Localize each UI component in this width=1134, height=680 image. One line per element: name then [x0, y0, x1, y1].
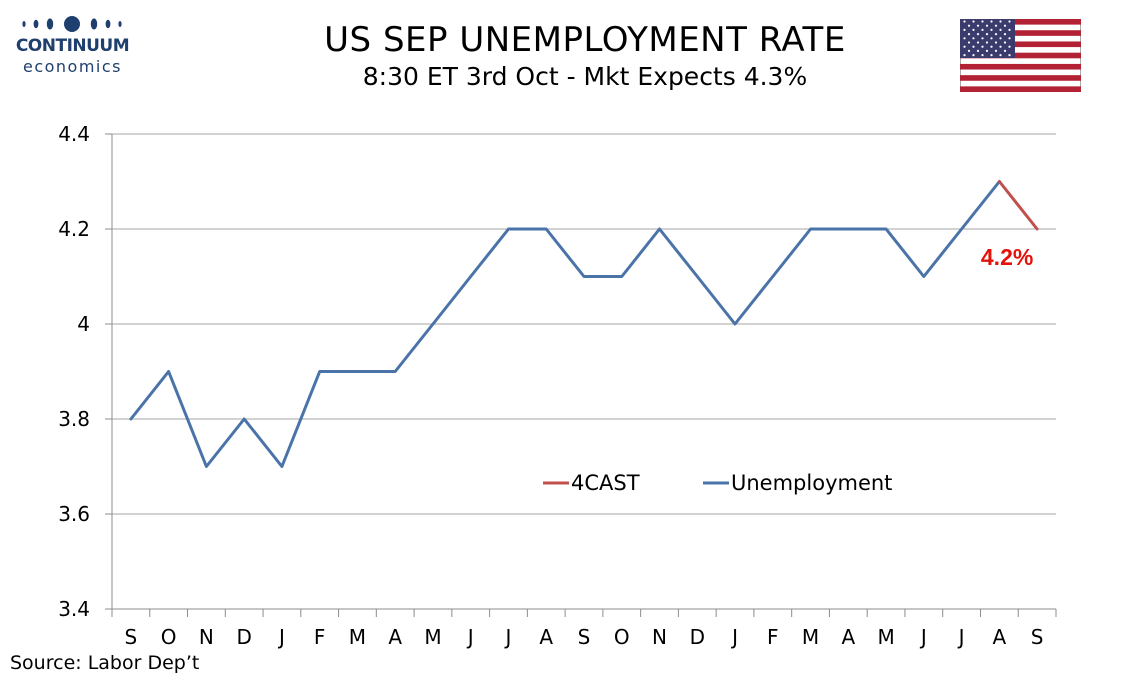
series-line-unemployment: [129, 180, 1001, 468]
x-tick-label: A: [388, 625, 402, 649]
x-tick-label: M: [877, 625, 894, 649]
x-tick-label: N: [652, 625, 667, 649]
x-tick-label: F: [767, 625, 779, 649]
x-tick-label: M: [802, 625, 819, 649]
legend-label-unemployment: Unemployment: [731, 471, 892, 495]
series-line-4cast: [997, 180, 1039, 231]
x-tick-label: S: [125, 625, 138, 649]
y-tick-label: 4: [77, 312, 90, 336]
logo-wordmark: CONTINUUM: [15, 36, 130, 56]
x-tick-label: M: [349, 625, 366, 649]
forecast-annotation: 4.2%: [981, 244, 1033, 270]
y-tick-label: 3.4: [58, 597, 90, 621]
source-note: Source: Labor Dep’t: [10, 652, 200, 674]
legend-label-4cast: 4CAST: [571, 471, 640, 495]
x-tick-label: D: [236, 625, 251, 649]
y-tick-label: 3.6: [58, 502, 90, 526]
chart-title: US SEP UNEMPLOYMENT RATE: [324, 20, 846, 60]
y-tick-label: 3.8: [58, 407, 90, 431]
y-tick-label: 4.4: [58, 122, 90, 146]
x-tick-label: J: [504, 625, 512, 649]
x-tick-label: J: [730, 625, 738, 649]
x-tick-label: J: [919, 625, 927, 649]
x-tick-label: J: [466, 625, 474, 649]
x-tick-label: J: [277, 625, 285, 649]
x-tick-label: A: [841, 625, 855, 649]
x-tick-label: S: [1031, 625, 1044, 649]
x-tick-label: O: [161, 625, 177, 649]
x-tick-label: A: [539, 625, 553, 649]
logo-dots-icon: [22, 16, 122, 32]
us-flag-icon: [960, 19, 1081, 92]
y-tick-label: 4.2: [58, 217, 90, 241]
x-tick-label: M: [424, 625, 441, 649]
x-tick-label: F: [314, 625, 326, 649]
continuum-logo: CONTINUUM economics: [10, 14, 135, 76]
x-tick-label: N: [199, 625, 214, 649]
x-tick-label: D: [690, 625, 705, 649]
x-tick-label: S: [578, 625, 591, 649]
x-tick-label: O: [614, 625, 630, 649]
logo-tagline: economics: [22, 57, 123, 76]
chart-subtitle: 8:30 ET 3rd Oct - Mkt Expects 4.3%: [362, 62, 808, 91]
x-tick-label: A: [993, 625, 1007, 649]
x-tick-label: J: [957, 625, 965, 649]
